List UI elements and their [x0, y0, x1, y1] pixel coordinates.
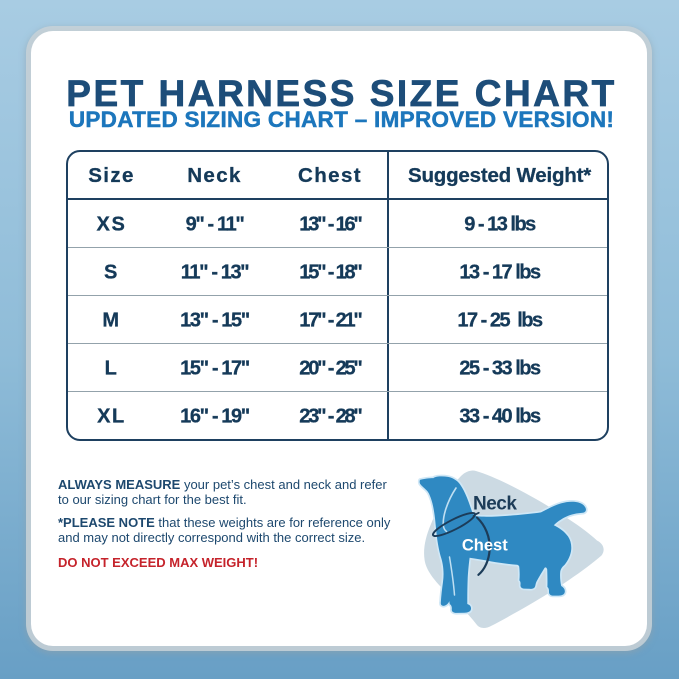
svg-text:Chest: Chest	[462, 537, 508, 555]
svg-text:Neck: Neck	[473, 494, 517, 515]
